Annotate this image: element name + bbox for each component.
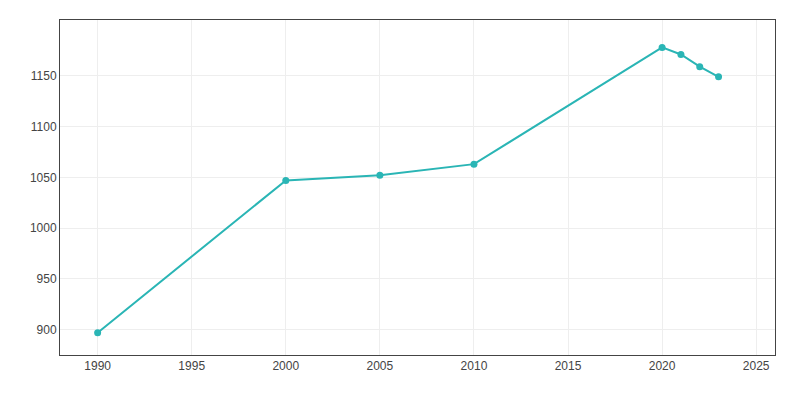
svg-text:2015: 2015 (555, 359, 582, 373)
svg-text:1100: 1100 (31, 120, 57, 134)
svg-text:2020: 2020 (649, 359, 676, 373)
svg-text:2005: 2005 (367, 359, 394, 373)
svg-text:1150: 1150 (31, 69, 57, 83)
svg-text:2025: 2025 (743, 359, 770, 373)
svg-text:1000: 1000 (30, 221, 57, 235)
svg-text:2010: 2010 (461, 359, 488, 373)
svg-text:950: 950 (37, 272, 57, 286)
svg-text:2000: 2000 (272, 359, 299, 373)
svg-text:1050: 1050 (30, 171, 57, 185)
svg-text:1990: 1990 (84, 359, 111, 373)
svg-text:900: 900 (37, 323, 57, 337)
svg-text:1995: 1995 (178, 359, 205, 373)
